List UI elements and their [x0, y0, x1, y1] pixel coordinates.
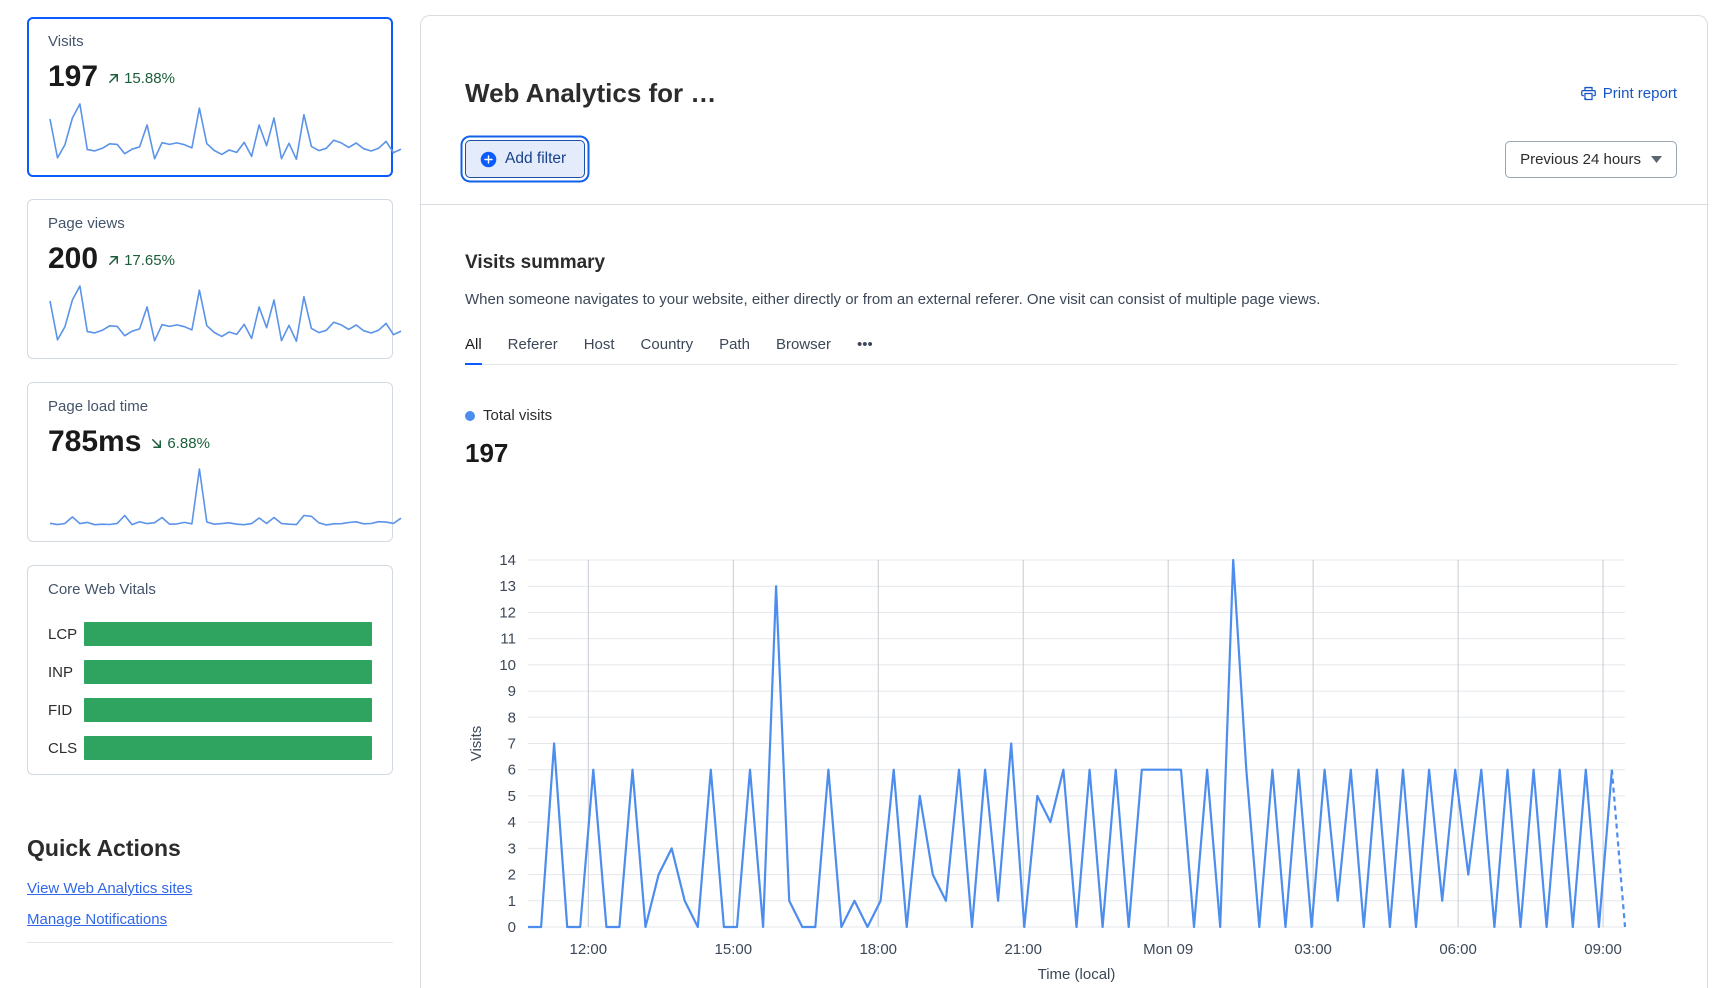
svg-text:6: 6	[508, 762, 516, 779]
svg-text:14: 14	[499, 552, 516, 569]
svg-text:13: 13	[499, 578, 516, 595]
svg-text:3: 3	[508, 840, 516, 857]
svg-text:12:00: 12:00	[570, 941, 608, 958]
svg-text:21:00: 21:00	[1004, 941, 1042, 958]
svg-text:Time (local): Time (local)	[1038, 966, 1116, 983]
svg-text:06:00: 06:00	[1439, 941, 1477, 958]
svg-text:2: 2	[508, 867, 516, 884]
svg-text:18:00: 18:00	[859, 941, 897, 958]
svg-text:Visits: Visits	[468, 726, 485, 762]
svg-text:9: 9	[508, 683, 516, 700]
svg-text:8: 8	[508, 709, 516, 726]
svg-text:7: 7	[508, 736, 516, 753]
svg-text:0: 0	[508, 919, 516, 936]
svg-text:4: 4	[508, 814, 516, 831]
svg-text:09:00: 09:00	[1584, 941, 1622, 958]
svg-text:15:00: 15:00	[715, 941, 753, 958]
svg-text:12: 12	[499, 604, 516, 621]
svg-text:03:00: 03:00	[1294, 941, 1332, 958]
svg-text:Mon 09: Mon 09	[1143, 941, 1193, 958]
svg-text:11: 11	[500, 631, 516, 648]
svg-text:10: 10	[499, 657, 516, 674]
svg-text:1: 1	[508, 893, 516, 910]
svg-text:5: 5	[508, 788, 516, 805]
